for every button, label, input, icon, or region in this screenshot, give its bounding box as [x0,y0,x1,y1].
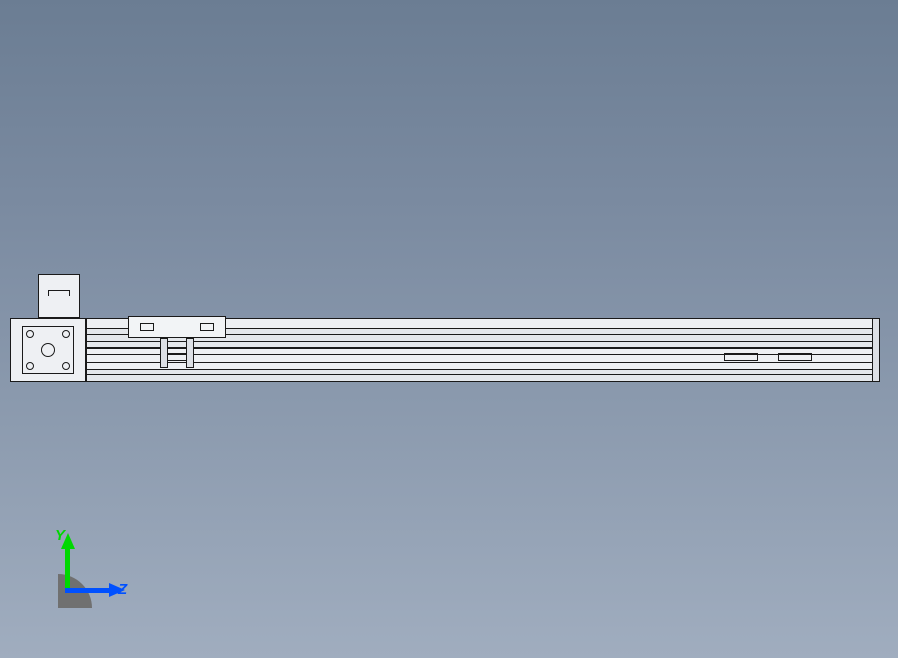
rail-detail-line [86,362,880,363]
carriage-slot [200,323,214,331]
rail-detail-line [86,374,880,375]
cad-viewport[interactable]: Y Z [0,0,898,658]
motor-top-detail [48,290,70,296]
motor-top-housing [38,274,80,318]
rail-bottom-edge [86,370,880,382]
axis-y-label: Y [55,527,65,544]
axis-triad[interactable]: Y Z [50,528,130,608]
axis-z-line [65,588,113,593]
carriage-slot [140,323,154,331]
carriage-leg [186,338,194,368]
motor-shaft-center [41,343,55,357]
rail-mount-mark [778,353,812,361]
axis-z-label: Z [118,581,127,598]
model-assembly [10,274,880,382]
rail-end-cap [872,318,880,382]
rail-detail-line [86,354,880,355]
rail-mount-mark [724,353,758,361]
motor-bolt-hole [26,362,34,370]
axis-y-line [65,545,70,593]
motor-bolt-hole [26,330,34,338]
rail-lower-section [86,348,880,370]
motor-bolt-hole [62,330,70,338]
motor-bolt-hole [62,362,70,370]
carriage-leg [160,338,168,368]
